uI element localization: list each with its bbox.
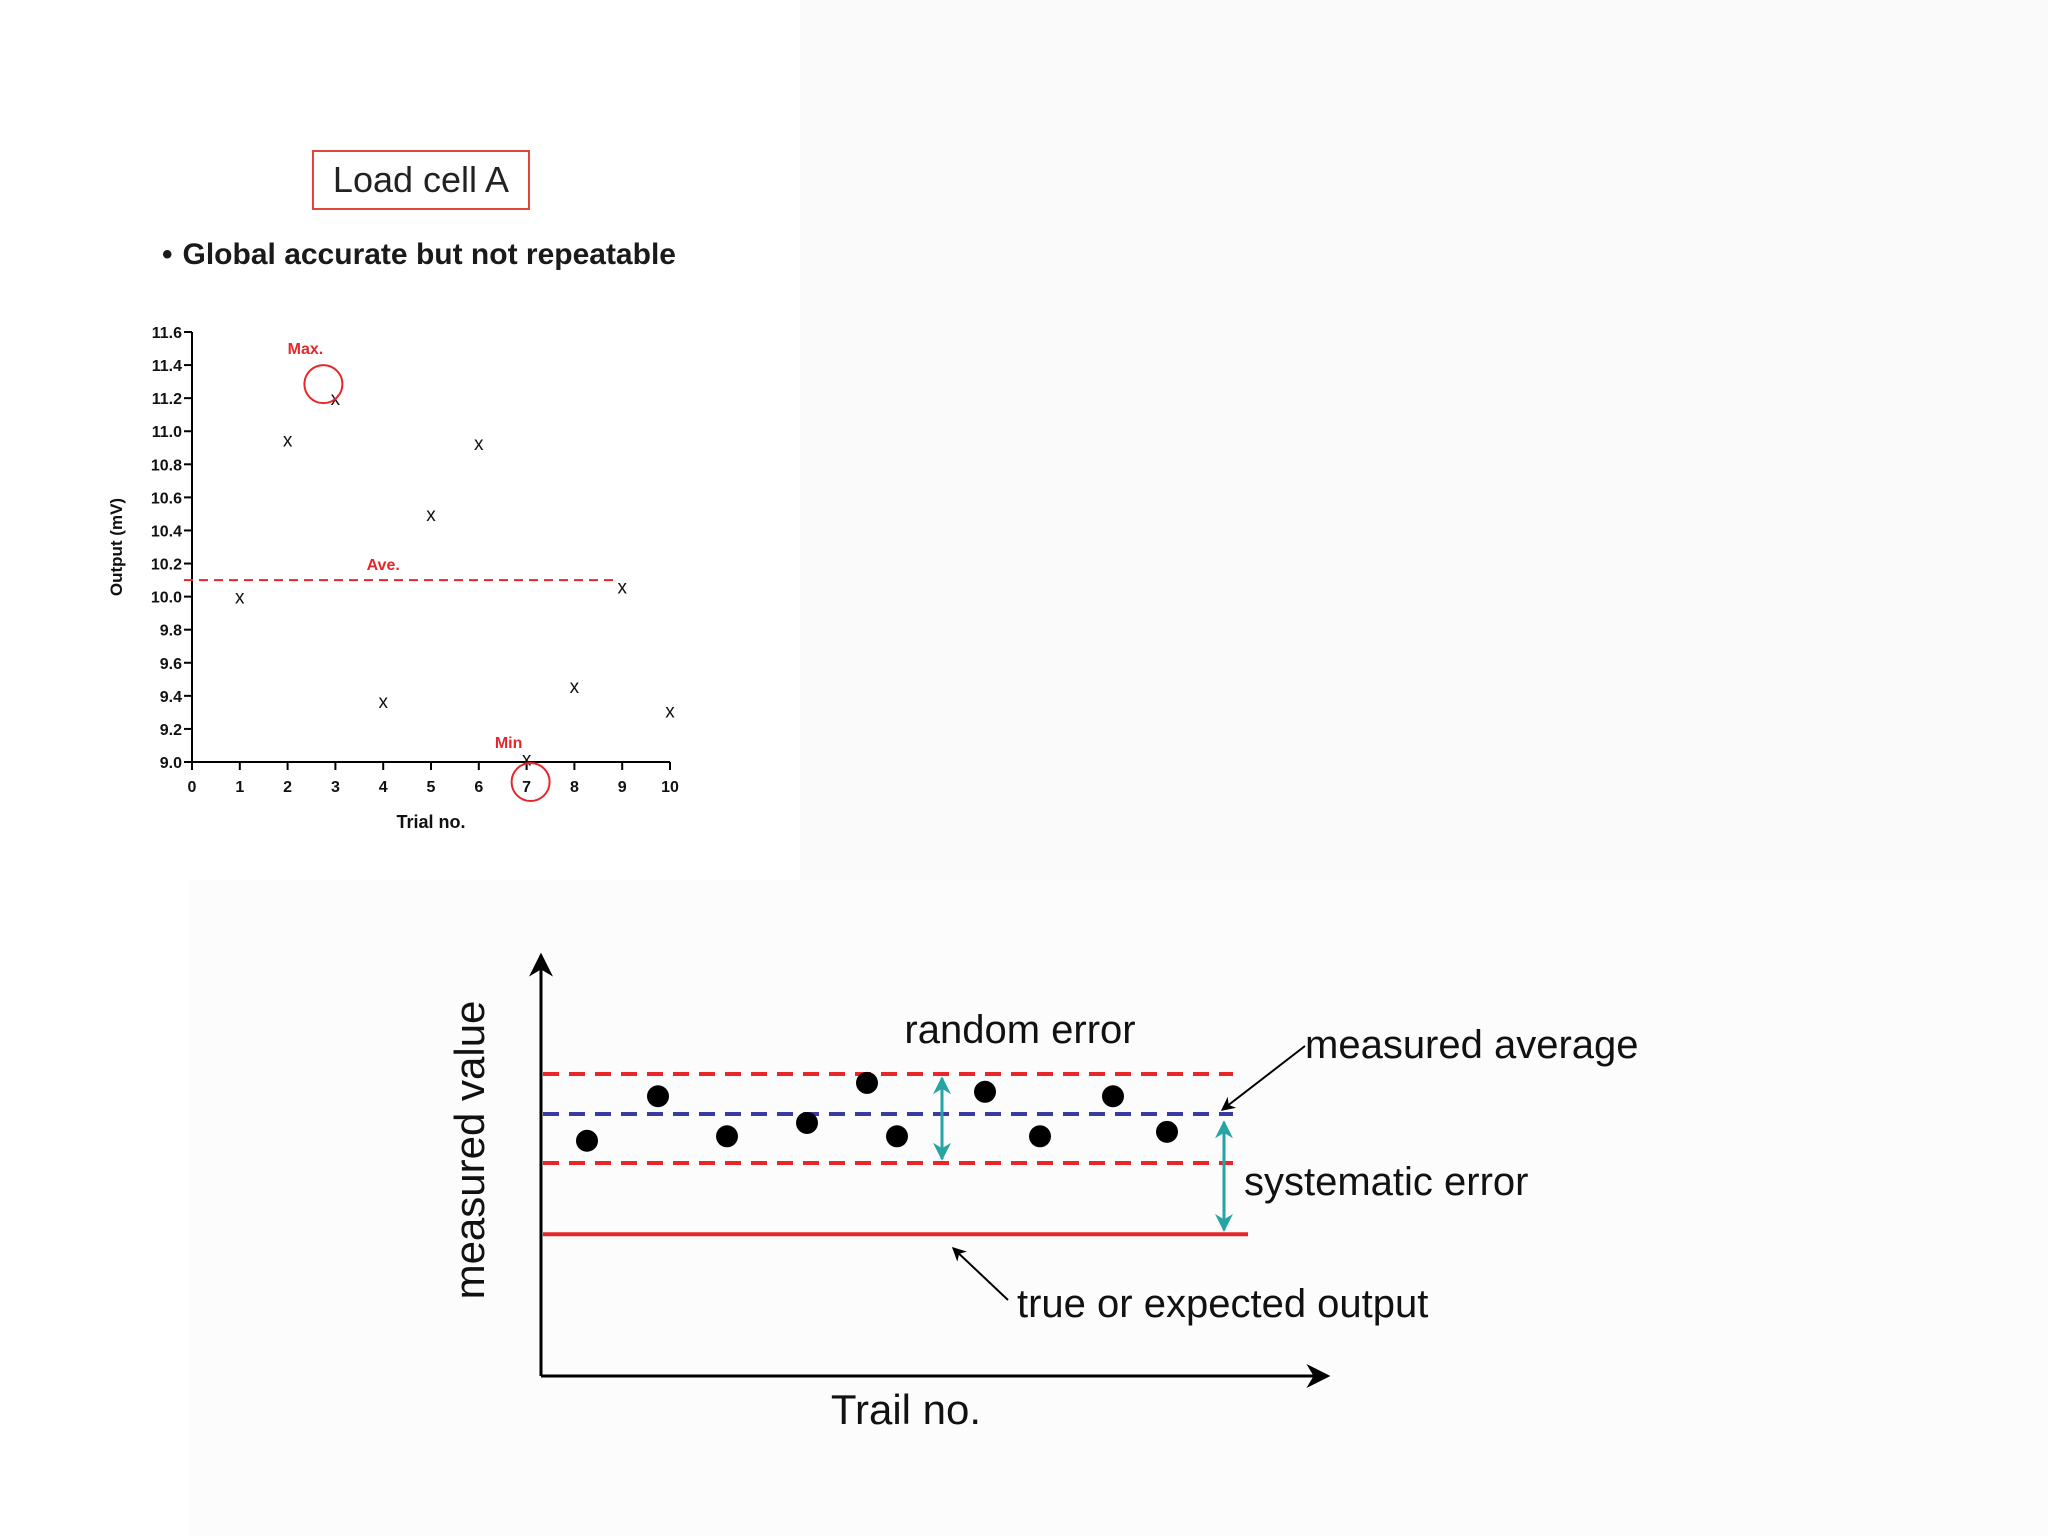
load-cell-title-box: Load cell A (312, 150, 530, 210)
data-point-marker: x (235, 588, 245, 609)
data-point-marker: x (617, 578, 627, 599)
x-tick-label: 2 (283, 779, 292, 796)
y-tick-label: 11.4 (152, 358, 182, 375)
y-tick-label: 10.2 (151, 557, 182, 574)
data-point-marker: x (378, 692, 388, 713)
y-tick-label: 10.0 (151, 590, 182, 607)
data-point (716, 1125, 738, 1148)
data-point-marker: x (522, 750, 532, 771)
x-tick-label: 3 (331, 779, 340, 796)
x-axis-label: Trial no. (396, 812, 465, 832)
average-annotation: Ave. (367, 557, 400, 574)
data-point-marker: x (474, 434, 484, 455)
bullet-point: • Global accurate but not repeatable (162, 238, 676, 272)
measured-average-label: measured average (1305, 1023, 1639, 1067)
data-point-marker: x (283, 431, 293, 452)
y-tick-label: 9.6 (160, 656, 182, 673)
data-point (856, 1071, 878, 1094)
y-tick-label: 10.6 (151, 490, 182, 507)
data-point (796, 1111, 818, 1134)
data-point (1156, 1120, 1178, 1143)
diagram-y-axis-label: measured value (446, 1001, 493, 1300)
y-axis-label: Output (mV) (107, 498, 126, 596)
y-tick-label: 9.4 (160, 689, 182, 706)
x-tick-label: 8 (570, 779, 579, 796)
x-tick-label: 9 (618, 779, 627, 796)
true-output-label: true or expected output (1017, 1282, 1428, 1326)
data-point-marker: x (665, 702, 675, 723)
max-annotation: Max. (288, 341, 324, 358)
data-point (1029, 1125, 1051, 1148)
y-tick-label: 9.8 (160, 623, 182, 640)
diagram-x-axis-label: Trail no. (831, 1386, 981, 1433)
bullet-text: Global accurate but not repeatable (182, 238, 676, 271)
x-tick-label: 0 (188, 779, 197, 796)
data-point-marker: x (426, 505, 436, 526)
data-point (576, 1129, 598, 1152)
true-output-pointer-arrow (951, 1247, 1009, 1301)
y-tick-label: 9.0 (160, 755, 182, 772)
y-tick-label: 10.8 (151, 457, 182, 474)
measured-average-pointer-arrow (1220, 1045, 1306, 1111)
y-tick-label: 11.0 (152, 424, 182, 441)
max-highlight-circle (303, 364, 344, 405)
y-tick-label: 10.4 (151, 523, 182, 540)
data-point (886, 1125, 908, 1148)
y-tick-label: 11.6 (152, 325, 182, 342)
data-point-marker: x (570, 677, 580, 698)
min-highlight-circle (510, 762, 551, 802)
y-tick-label: 9.2 (160, 722, 182, 739)
random-error-label: random error (904, 1008, 1135, 1052)
x-tick-label: 4 (379, 779, 388, 796)
x-tick-label: 1 (235, 779, 244, 796)
min-annotation: Min (495, 735, 523, 752)
data-point (1102, 1085, 1124, 1108)
data-point (974, 1080, 996, 1103)
data-point (647, 1085, 669, 1108)
y-tick-label: 11.2 (152, 391, 182, 408)
bullet-icon: • (162, 238, 173, 271)
x-tick-label: 7 (522, 779, 531, 796)
x-tick-label: 5 (427, 779, 436, 796)
systematic-error-label: systematic error (1244, 1160, 1529, 1204)
x-tick-label: 6 (474, 779, 483, 796)
x-tick-label: 10 (661, 779, 679, 796)
background-panel-bottom (190, 880, 2048, 1536)
